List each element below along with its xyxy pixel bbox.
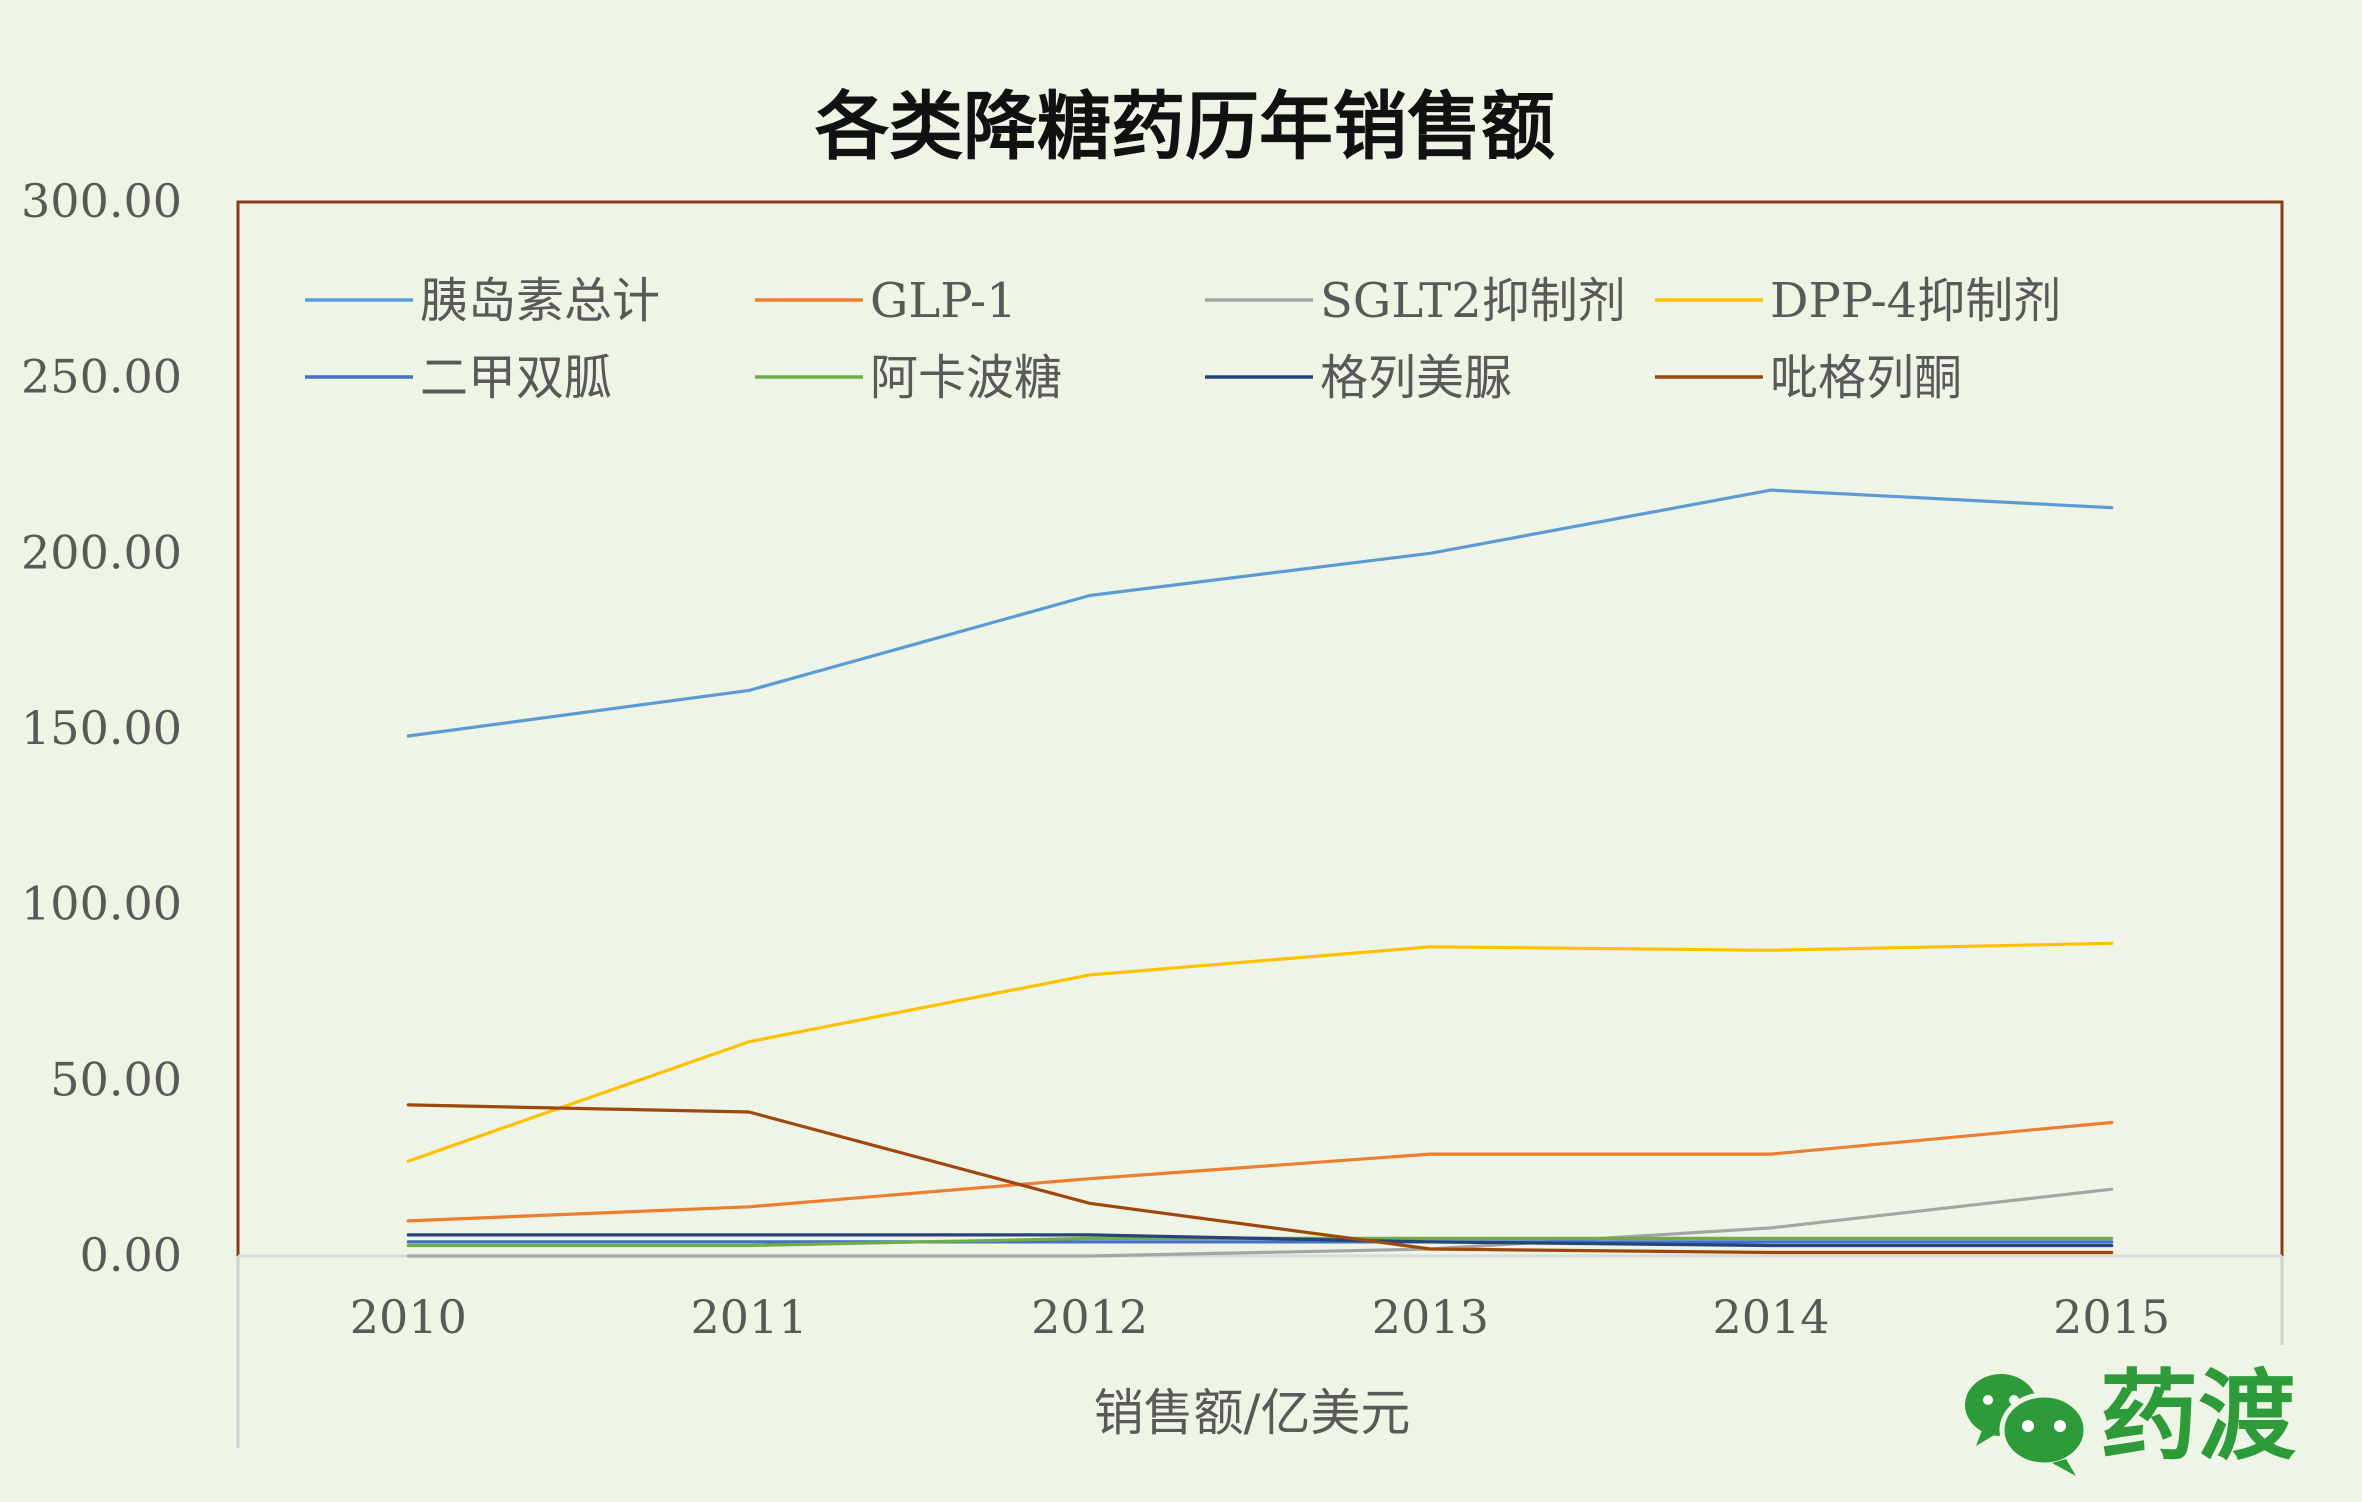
- y-tick-label: 250.00: [21, 350, 182, 404]
- y-tick-label: 300.00: [21, 174, 182, 228]
- watermark: 药渡: [1965, 1360, 2296, 1476]
- y-tick-label: 0.00: [80, 1228, 182, 1282]
- chart-title: 各类降糖药历年销售额: [815, 84, 1555, 170]
- legend-label: 吡格列酮: [1770, 350, 1962, 406]
- legend-item-1: 胰岛素总计: [305, 273, 660, 329]
- series-lines: [406, 488, 2114, 1258]
- legend-item-7: 格列美脲: [1205, 350, 1512, 406]
- legend-label: 阿卡波糖: [870, 350, 1062, 406]
- series-line-8: [406, 1103, 2114, 1255]
- x-axis-ticks: 2010 2011 2012 2013 2014 2015: [350, 1290, 2170, 1344]
- legend-label: 二甲双胍: [420, 350, 612, 406]
- legend-label: 格列美脲: [1320, 350, 1512, 406]
- x-tick-label: 2013: [1372, 1290, 1489, 1344]
- watermark-text: 药渡: [2100, 1360, 2296, 1474]
- series-line-2: [406, 1120, 2114, 1223]
- wechat-icon: [1965, 1374, 2089, 1476]
- series-line-4: [406, 941, 2114, 1163]
- y-tick-label: 50.00: [50, 1052, 182, 1106]
- legend-label: 胰岛素总计: [420, 273, 660, 329]
- series-line-3: [406, 1187, 2114, 1258]
- y-tick-label: 100.00: [21, 877, 182, 931]
- y-axis-ticks: 0.00 50.00 100.00 150.00 200.00 250.00 300.00: [21, 174, 182, 1282]
- x-tick-label: 2010: [350, 1290, 467, 1344]
- legend-item-5: 二甲双胍: [305, 350, 612, 406]
- legend-label: GLP-1: [870, 273, 1017, 329]
- x-tick-label: 2015: [2053, 1290, 2170, 1344]
- x-tick-label: 2012: [1031, 1290, 1148, 1344]
- legend-item-8: 吡格列酮: [1655, 350, 1962, 406]
- y-tick-label: 200.00: [21, 525, 182, 579]
- y-tick-label: 150.00: [21, 701, 182, 755]
- series-line-7: [406, 1233, 2114, 1248]
- legend-item-2: GLP-1: [755, 273, 1017, 329]
- legend-item-6: 阿卡波糖: [755, 350, 1062, 406]
- x-axis-label: 销售额/亿美元: [1094, 1384, 1411, 1442]
- legend-label: DPP-4抑制剂: [1770, 273, 2061, 329]
- legend-label: SGLT2抑制剂: [1320, 273, 1626, 329]
- series-line-1: [406, 488, 2114, 738]
- legend-item-3: SGLT2抑制剂: [1205, 273, 1626, 329]
- legend-item-4: DPP-4抑制剂: [1655, 273, 2061, 329]
- x-tick-label: 2014: [1712, 1290, 1829, 1344]
- x-tick-label: 2011: [690, 1290, 807, 1344]
